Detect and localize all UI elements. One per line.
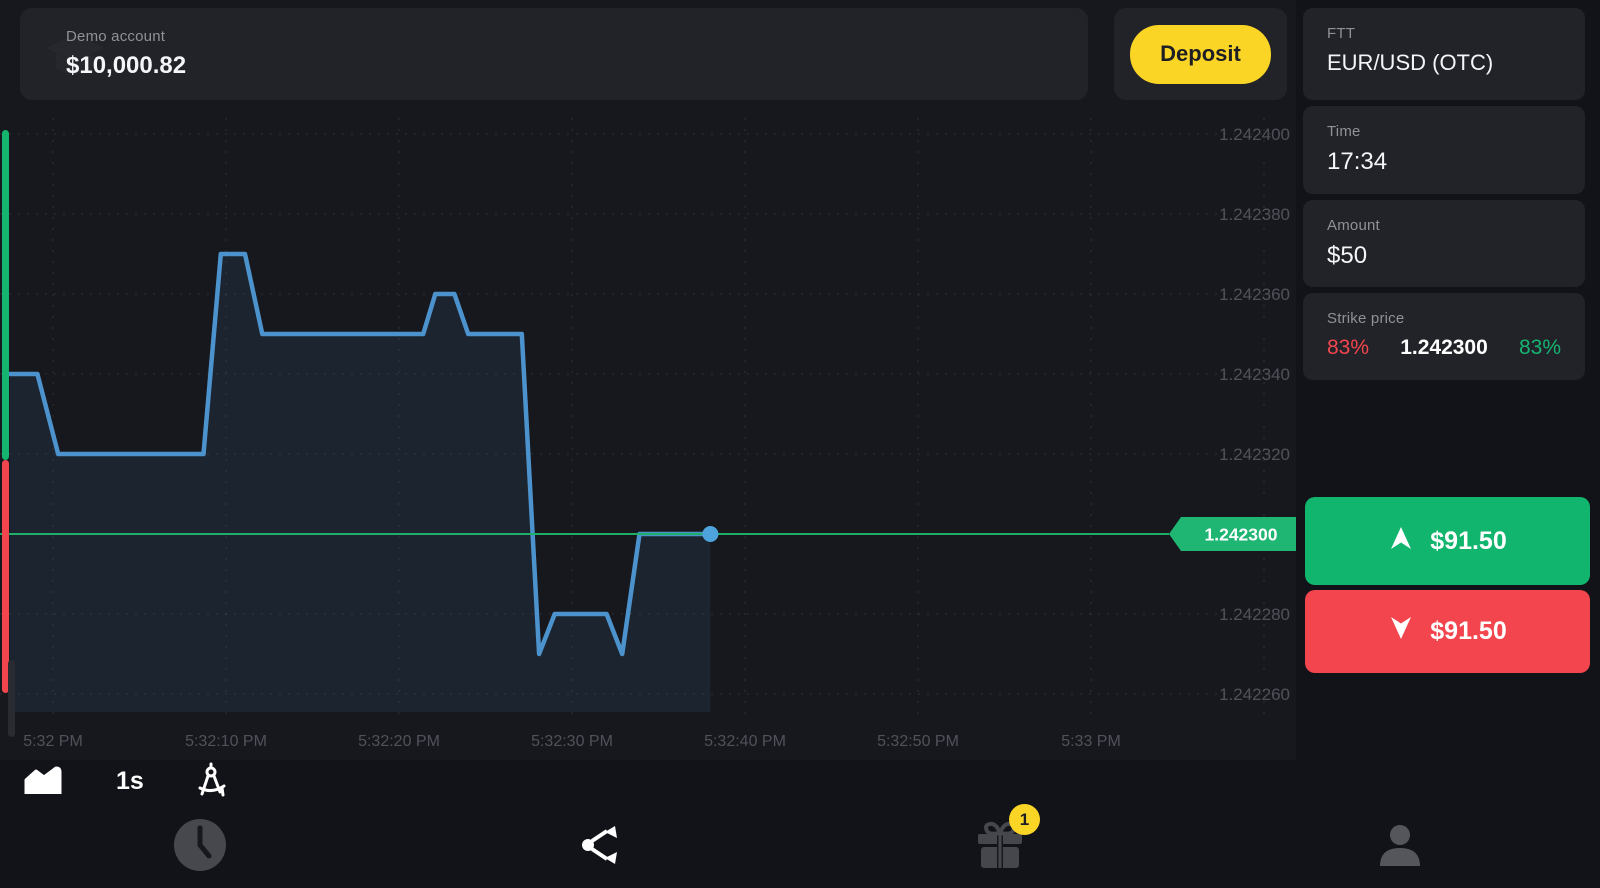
svg-text:1.242380: 1.242380 [1219,205,1290,224]
price-chart[interactable]: 1.242400 1.242380 1.242360 1.242340 1.242320… [0,0,1296,760]
svg-text:5:33 PM: 5:33 PM [1061,733,1121,750]
buy-up-button[interactable]: $91.50 [1305,497,1590,585]
scroll-handle[interactable] [8,660,15,737]
nav-promotions-button[interactable]: 1 [800,804,1200,888]
time-card[interactable]: Time 17:34 [1303,106,1585,194]
nav-trades-history-button[interactable] [0,804,400,888]
time-value: 17:34 [1327,148,1388,175]
svg-text:1.242280: 1.242280 [1219,605,1290,624]
symbol-card[interactable]: FTT EUR/USD (OTC) [1303,8,1585,100]
trend-route-icon [579,824,621,869]
svg-text:5:32 PM: 5:32 PM [23,733,83,750]
strike-price-card[interactable]: Strike price 83% 1.242300 83% [1303,293,1585,380]
strike-price-tag: 1.242300 [1205,525,1278,545]
chart-type-button[interactable] [24,766,62,797]
put-zone-bar [2,460,9,693]
payout-percent-up: 83% [1518,336,1561,359]
deposit-button[interactable]: Deposit [1130,24,1271,84]
area-chart-icon [24,766,62,797]
account-card[interactable]: Demo account $10,000.82 [20,8,1088,100]
svg-text:5:32:20 PM: 5:32:20 PM [358,733,440,750]
graduation-cap-icon [42,30,108,91]
svg-text:5:32:50 PM: 5:32:50 PM [877,733,959,750]
payout-percent-down: 83% [1327,336,1370,359]
svg-text:5:32:40 PM: 5:32:40 PM [704,733,786,750]
svg-text:1.242360: 1.242360 [1219,285,1290,304]
drawing-tools-button[interactable] [196,762,228,801]
gift-badge: 1 [1009,804,1040,835]
account-type-label: Demo account [66,28,166,45]
strike-price-label: Strike price [1327,310,1405,327]
arrow-down-icon [1388,615,1414,648]
bottom-nav: 1 [0,804,1600,888]
deposit-card: Deposit [1114,8,1287,100]
svg-text:1.242320: 1.242320 [1219,445,1290,464]
svg-text:1.242400: 1.242400 [1219,125,1290,144]
chart-toolbar: 1s [0,758,1296,804]
arrow-up-icon [1388,525,1414,558]
person-icon [1375,820,1425,873]
nav-trading-button[interactable] [400,804,800,888]
strike-price-value: 1.242300 [1400,336,1488,359]
nav-profile-button[interactable] [1200,804,1600,888]
amount-card[interactable]: Amount $50 [1303,200,1585,287]
buy-up-amount: $91.50 [1430,526,1507,555]
timeframe-button[interactable]: 1s [116,766,144,795]
clock-icon [173,818,227,875]
buy-down-button[interactable]: $91.50 [1305,590,1590,673]
time-label: Time [1327,123,1361,140]
compass-icon [196,762,228,801]
buy-down-amount: $91.50 [1430,617,1507,645]
symbol-type-label: FTT [1327,25,1356,42]
svg-text:5:32:30 PM: 5:32:30 PM [531,733,613,750]
amount-label: Amount [1327,217,1380,234]
svg-text:1.242260: 1.242260 [1219,685,1290,704]
svg-text:1.242340: 1.242340 [1219,365,1290,384]
chart-canvas: 1.242400 1.242380 1.242360 1.242340 1.242320… [0,118,1296,750]
symbol-name: EUR/USD (OTC) [1327,50,1494,75]
amount-value: $50 [1327,242,1368,269]
account-balance: $10,000.82 [66,52,187,79]
svg-text:5:32:10 PM: 5:32:10 PM [185,733,267,750]
call-zone-bar [2,130,9,460]
